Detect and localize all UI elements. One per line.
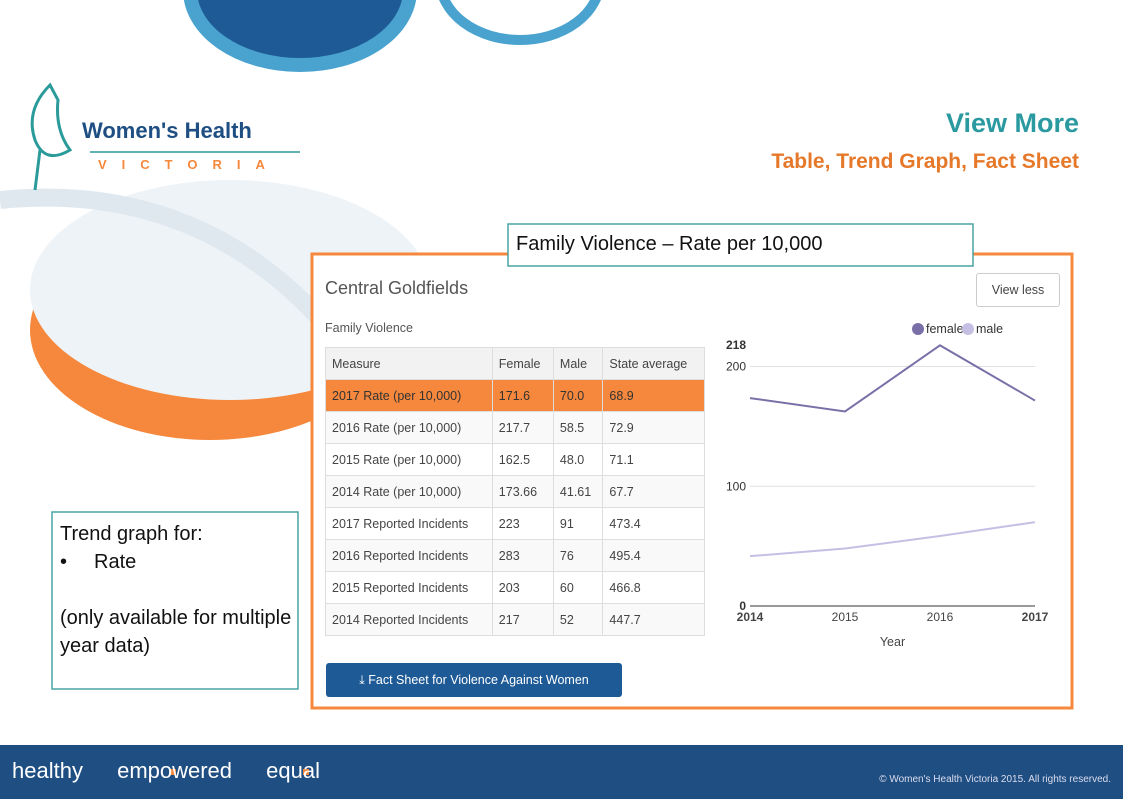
table-row: 2015 Reported Incidents 203 60 466.8 bbox=[325, 571, 705, 604]
table-row: 2016 Reported Incidents 283 76 495.4 bbox=[325, 539, 705, 572]
table-cell: 203 bbox=[491, 571, 554, 604]
table-cell: 217 bbox=[491, 603, 554, 636]
table-cell: 41.61 bbox=[552, 475, 604, 508]
column-header: Male bbox=[552, 347, 604, 380]
y-tick-label: 218 bbox=[726, 338, 746, 352]
table-cell: 2017 Rate (per 10,000) bbox=[325, 379, 493, 412]
table-cell: 70.0 bbox=[552, 379, 604, 412]
x-tick-label: 2014 bbox=[737, 610, 764, 624]
note-bullet-row: • Rate bbox=[60, 551, 137, 573]
panel-title: Central Goldfields bbox=[325, 278, 469, 298]
table-cell: 2015 Rate (per 10,000) bbox=[325, 443, 493, 476]
table-cell: 52 bbox=[552, 603, 604, 636]
table-cell: 223 bbox=[491, 507, 554, 540]
note-detail: (only available for multiple year data) bbox=[60, 607, 292, 657]
download-label: Fact Sheet for Violence Against Women bbox=[368, 673, 589, 687]
legend-label: female bbox=[926, 322, 964, 336]
callout: Family Violence – Rate per 10,000 bbox=[516, 233, 823, 255]
x-tick-label: 2016 bbox=[927, 610, 954, 624]
table-cell: 58.5 bbox=[552, 411, 604, 444]
table-cell: 68.9 bbox=[602, 379, 705, 412]
series-line bbox=[749, 344, 1036, 413]
tagline-word: empowered bbox=[117, 758, 233, 783]
table-cell: 173.66 bbox=[491, 475, 554, 508]
table-cell: 76 bbox=[552, 539, 604, 572]
column-header: Female bbox=[491, 347, 554, 380]
table-cell: 2014 Rate (per 10,000) bbox=[325, 475, 493, 508]
table-cell: 2016 Reported Incidents bbox=[325, 539, 493, 572]
table-cell: 2016 Rate (per 10,000) bbox=[325, 411, 493, 444]
table-cell: 473.4 bbox=[602, 507, 705, 540]
column-header: Measure bbox=[325, 347, 493, 380]
column-header: State average bbox=[602, 347, 705, 380]
table-row: 2014 Rate (per 10,000) 173.66 41.61 67.7 bbox=[325, 475, 705, 508]
data-table: Measure Female Male State average 2017 Rate … bbox=[325, 347, 705, 636]
table-cell: 2015 Reported Incidents bbox=[325, 571, 493, 604]
copyright: © Women's Health Victoria 2015. All righ… bbox=[879, 774, 1111, 785]
table-cell: 72.9 bbox=[602, 411, 705, 444]
table-row: 2015 Rate (per 10,000) 162.5 48.0 71.1 bbox=[325, 443, 705, 476]
table-cell: 2014 Reported Incidents bbox=[325, 603, 493, 636]
table-cell: 495.4 bbox=[602, 539, 705, 572]
table-row: 2017 Reported Incidents 223 91 473.4 bbox=[325, 507, 705, 540]
legend-marker bbox=[912, 323, 924, 335]
table-cell: 71.1 bbox=[602, 443, 705, 476]
tagline-word: healthy bbox=[12, 758, 83, 783]
table-cell: 447.7 bbox=[602, 603, 705, 636]
logo-name: Women's Health bbox=[82, 118, 252, 143]
section-title: Family Violence bbox=[325, 321, 414, 335]
legend-marker bbox=[962, 323, 974, 335]
x-tick-label: 2015 bbox=[832, 610, 859, 624]
table-cell: 283 bbox=[491, 539, 554, 572]
series-line bbox=[749, 521, 1036, 558]
table-cell: 60 bbox=[552, 571, 604, 604]
table-cell: 171.6 bbox=[491, 379, 554, 412]
view-less-button[interactable]: View less bbox=[976, 273, 1060, 307]
y-tick-label: 0 bbox=[739, 599, 746, 613]
x-tick-label: 2017 bbox=[1022, 610, 1049, 624]
header-title: View More bbox=[945, 108, 1079, 138]
table-cell: 217.7 bbox=[491, 411, 554, 444]
note-heading: Trend graph for: bbox=[60, 523, 203, 545]
note: Trend graph for: • Rate (only available f… bbox=[60, 520, 292, 660]
table-row: 2016 Rate (per 10,000) 217.7 58.5 72.9 bbox=[325, 411, 705, 444]
table-cell: 162.5 bbox=[491, 443, 554, 476]
header-row: Measure Female Male State average bbox=[325, 347, 705, 380]
table-cell: 466.8 bbox=[602, 571, 705, 604]
table-cell: 48.0 bbox=[552, 443, 604, 476]
y-tick-label: 100 bbox=[726, 479, 746, 493]
download-button[interactable]: ⤓ Fact Sheet for Violence Against Women bbox=[326, 663, 622, 697]
note-bullet: Rate bbox=[94, 551, 137, 573]
header-subtitle: Table, Trend Graph, Fact Sheet bbox=[771, 150, 1079, 173]
x-axis-label: Year bbox=[880, 635, 905, 649]
tagline: healthy empowered equal bbox=[12, 758, 320, 784]
logo-region: VICTORIA bbox=[98, 157, 280, 172]
table-cell: 91 bbox=[552, 507, 604, 540]
tagline-word: equal bbox=[266, 758, 320, 783]
table-row: 2014 Reported Incidents 217 52 447.7 bbox=[325, 603, 705, 636]
table-cell: 2017 Reported Incidents bbox=[325, 507, 493, 540]
y-tick-label: 200 bbox=[726, 360, 746, 374]
trend-chart: 0 100 200 218 2014 2015 2016 2017 Year female male bbox=[726, 322, 1049, 649]
table-cell: 67.7 bbox=[602, 475, 705, 508]
legend-label: male bbox=[976, 322, 1003, 336]
table-row: 2017 Rate (per 10,000) 171.6 70.0 68.9 bbox=[325, 379, 705, 412]
